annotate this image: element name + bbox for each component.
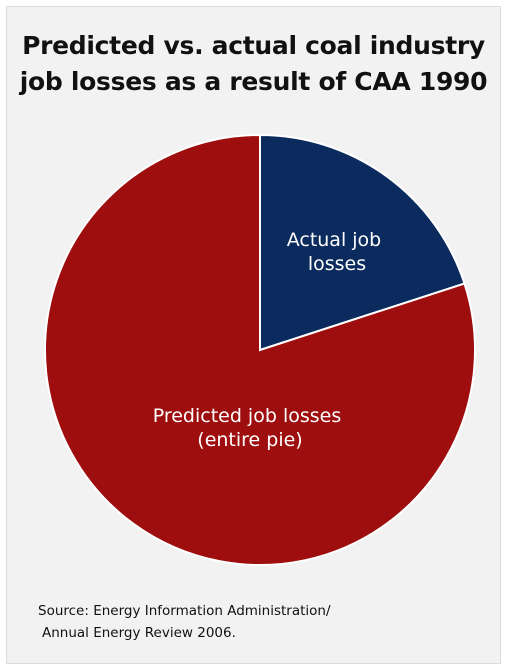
slice-label-predicted-job-losses: Predicted job losses (entire pie) bbox=[153, 405, 348, 451]
chart-source-note: Source: Energy Information Administratio… bbox=[38, 600, 331, 644]
pie-slice-actual-job-losses bbox=[259, 133, 466, 352]
source-line-2: Annual Energy Review 2006. bbox=[42, 625, 236, 641]
chart-title: Predicted vs. actual coal industry job l… bbox=[0, 28, 507, 100]
slice-label-predicted-line-2: (entire pie) bbox=[197, 429, 302, 451]
chart-title-line-1: Predicted vs. actual coal industry bbox=[22, 31, 485, 60]
pie-slice-predicted-job-losses bbox=[44, 133, 476, 566]
slice-label-actual-line-2: losses bbox=[308, 253, 366, 275]
chart-title-line-2: job losses as a result of CAA 1990 bbox=[19, 67, 488, 96]
slice-label-actual-job-losses: Actual job losses bbox=[287, 229, 388, 275]
slice-label-actual-line-1: Actual job bbox=[287, 229, 382, 251]
slice-label-predicted-line-1: Predicted job losses bbox=[153, 405, 342, 427]
source-line-1: Source: Energy Information Administratio… bbox=[38, 603, 331, 619]
